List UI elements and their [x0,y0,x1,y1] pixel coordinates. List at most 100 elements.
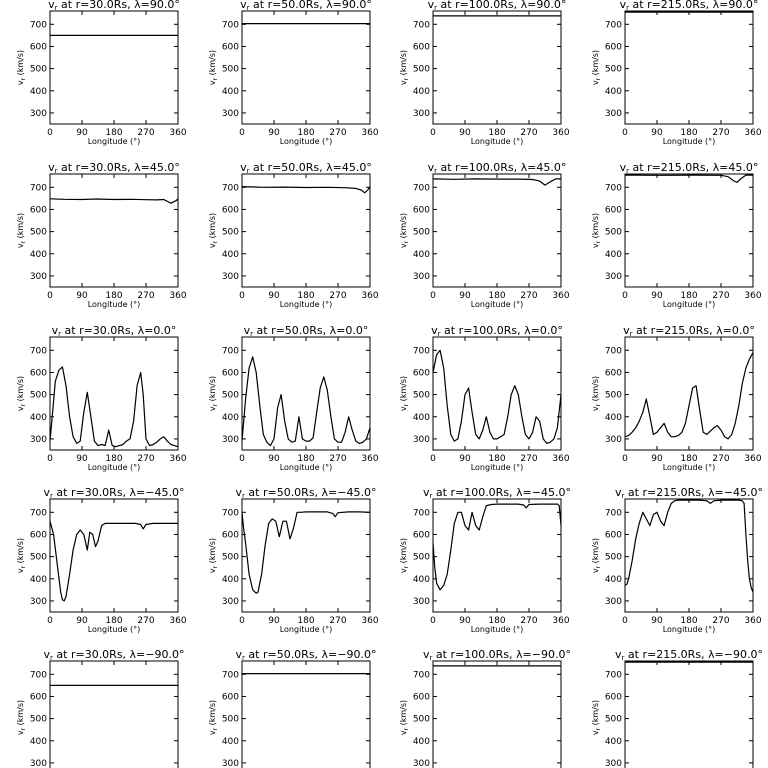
x-axis-label: Longitude (°) [471,463,524,472]
data-line [49,198,179,204]
x-tick-label: 90 [268,454,280,464]
y-tick-label: 600 [30,42,47,52]
y-tick-label: 400 [413,250,430,260]
x-tick-label: 180 [105,454,122,464]
x-axis-label: Longitude (°) [471,625,524,634]
y-tick-label: 600 [413,205,430,215]
y-tick-label: 600 [30,368,47,378]
y-axis-label: vr (km/s) [208,538,219,573]
data-line [624,352,754,440]
y-tick-label: 700 [30,508,47,518]
x-tick-label: 0 [430,291,436,301]
y-tick-label: 600 [605,530,622,540]
chart-panel: vr at r=100.0Rs, λ=45.0° 0 90 180 270 360 300 4… [399,161,570,309]
x-tick-label: 360 [744,616,761,626]
x-tick-label: 90 [268,616,280,626]
x-axis-label: Longitude (°) [280,625,333,634]
chart-panel: vr at r=30.0Rs, λ=45.0° 0 90 180 270 360 300 40… [16,161,187,309]
y-tick-label: 300 [413,109,430,119]
y-tick-label: 700 [605,20,622,30]
y-tick-label: 700 [30,346,47,356]
chart-title: vr at r=215.0Rs, λ=−90.0° [615,648,763,662]
data-line [432,503,562,591]
y-tick-label: 400 [605,737,622,747]
x-tick-label: 90 [76,616,88,626]
x-tick-label: 90 [651,454,663,464]
y-tick-label: 400 [222,575,239,585]
data-line [432,178,561,186]
x-tick-label: 270 [329,128,346,138]
x-tick-label: 360 [361,291,378,301]
y-tick-label: 700 [222,183,239,193]
chart-panel: vr at r=30.0Rs, λ=−45.0° 0 90 180 270 360 300 4… [16,486,187,634]
y-axis-label: vr (km/s) [16,700,27,735]
x-axis-label: Longitude (°) [88,137,141,146]
x-tick-label: 180 [297,291,314,301]
y-tick-label: 300 [30,759,47,768]
chart-title: vr at r=50.0Rs, λ=−45.0° [236,486,377,500]
x-tick-label: 360 [169,454,186,464]
y-tick-label: 400 [413,575,430,585]
y-tick-label: 400 [222,87,239,97]
plot-frame [49,173,179,288]
x-tick-label: 180 [680,616,697,626]
y-tick-label: 500 [413,553,430,563]
x-tick-label: 360 [169,291,186,301]
chart-title: vr at r=50.0Rs, λ=45.0° [240,161,372,175]
chart-title: vr at r=215.0Rs, λ=90.0° [620,0,759,12]
y-tick-label: 300 [222,597,239,607]
y-tick-label: 500 [30,228,47,238]
plot-frame [241,498,371,613]
chart-panel: vr at r=50.0Rs, λ=−45.0° 0 90 180 270 360 300 4… [208,486,379,634]
x-tick-label: 0 [430,454,436,464]
y-tick-label: 700 [30,20,47,30]
x-tick-label: 270 [520,128,537,138]
x-tick-label: 0 [239,616,245,626]
y-axis-label: vr (km/s) [399,376,410,411]
y-tick-label: 400 [30,87,47,97]
x-axis-label: Longitude (°) [663,625,716,634]
plot-frame [241,10,371,125]
y-tick-label: 500 [30,65,47,75]
x-tick-label: 180 [680,454,697,464]
y-tick-label: 600 [413,692,430,702]
y-tick-label: 400 [605,87,622,97]
plot-frame [624,660,754,768]
x-tick-label: 180 [680,291,697,301]
y-tick-label: 300 [605,435,622,445]
y-tick-label: 400 [222,737,239,747]
y-tick-label: 300 [222,435,239,445]
y-tick-label: 700 [605,183,622,193]
x-tick-label: 90 [76,128,88,138]
y-tick-label: 700 [413,183,430,193]
plot-frame [49,10,179,125]
plot-frame [432,10,562,125]
y-tick-label: 300 [30,597,47,607]
data-line [624,499,754,593]
chart-title: vr at r=215.0Rs, λ=0.0° [623,324,755,338]
y-tick-label: 600 [222,692,239,702]
chart-panel: vr at r=215.0Rs, λ=−90.0°090180270360300… [591,648,763,768]
chart-panel: vr at r=215.0Rs, λ=45.0° 0 90 180 270 360 300 4… [591,161,762,309]
y-tick-label: 700 [413,346,430,356]
y-tick-label: 600 [222,530,239,540]
x-axis-label: Longitude (°) [663,137,716,146]
x-tick-label: 270 [712,616,729,626]
y-axis-label: vr (km/s) [591,700,602,735]
chart-title: vr at r=30.0Rs, λ=0.0° [52,324,177,338]
x-tick-label: 90 [268,291,280,301]
chart-panel: vr at r=100.0Rs, λ=90.0° 0 90 180 270 360 300 4… [399,0,570,146]
x-tick-label: 90 [76,291,88,301]
y-tick-label: 600 [605,205,622,215]
x-tick-label: 180 [105,291,122,301]
y-axis-label: vr (km/s) [591,376,602,411]
x-tick-label: 270 [137,128,154,138]
x-axis-label: Longitude (°) [280,463,333,472]
y-tick-label: 700 [413,20,430,30]
y-tick-label: 300 [30,435,47,445]
y-tick-label: 300 [222,759,239,768]
x-tick-label: 0 [47,616,53,626]
y-tick-label: 700 [222,670,239,680]
chart-title: vr at r=50.0Rs, λ=90.0° [240,0,372,12]
x-tick-label: 360 [361,454,378,464]
